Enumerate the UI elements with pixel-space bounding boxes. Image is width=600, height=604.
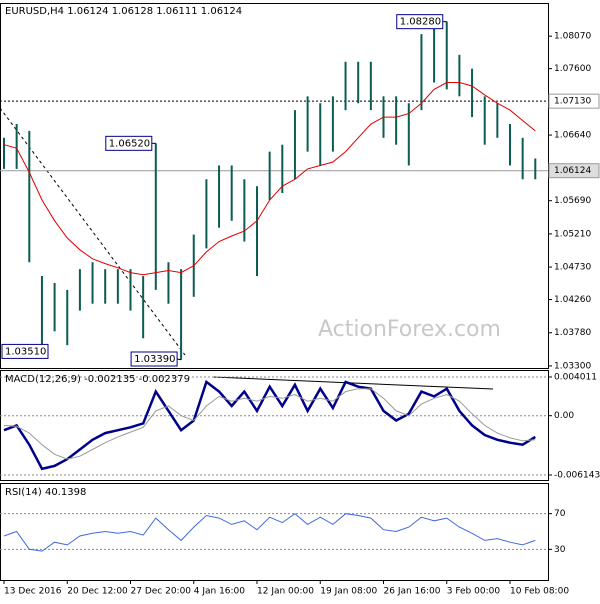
indicator-line bbox=[3, 379, 536, 471]
y-tick-label: 30 bbox=[554, 545, 566, 555]
rsi-title: RSI(14) 40.1398 bbox=[5, 487, 86, 498]
y-tick-label: 70 bbox=[554, 509, 566, 519]
moving-average bbox=[3, 82, 536, 276]
x-tick-label: 12 Jan 00:00 bbox=[257, 587, 314, 597]
macd-title: MACD(12,26,9) -0.002135 -0.002379 bbox=[5, 374, 190, 385]
annotation-box bbox=[105, 135, 153, 151]
annotation-connector bbox=[177, 358, 182, 361]
y-tick-label: 0.00 bbox=[554, 411, 574, 421]
annotation-box bbox=[396, 14, 444, 30]
y-tick-label: -0.006143 bbox=[554, 471, 600, 481]
annotation-label: 1.03390 bbox=[134, 354, 175, 365]
x-tick-label: 20 Dec 12:00 bbox=[67, 587, 128, 597]
watermark: ActionForex.com bbox=[318, 317, 501, 342]
y-tick-label: 1.03300 bbox=[554, 361, 591, 371]
annotation-box bbox=[1, 343, 49, 359]
x-tick-label: 19 Jan 08:00 bbox=[320, 587, 377, 597]
y-tick-label: 1.04260 bbox=[554, 295, 591, 305]
x-tick-label: 4 Jan 16:00 bbox=[194, 587, 246, 597]
x-tick-label: 26 Jan 16:00 bbox=[384, 587, 441, 597]
level-label: 1.07130 bbox=[554, 97, 591, 107]
y-tick-label: 1.05210 bbox=[554, 229, 591, 239]
x-tick-label: 27 Dec 20:00 bbox=[131, 587, 192, 597]
annotation-label: 1.06520 bbox=[109, 138, 150, 149]
y-tick-label: 1.03780 bbox=[554, 328, 591, 338]
level-label-box bbox=[548, 163, 600, 179]
annotation-label: 1.08280 bbox=[400, 17, 441, 28]
y-tick-label: 1.06640 bbox=[554, 131, 591, 141]
macd-trend-line bbox=[212, 376, 494, 390]
rsi-panel bbox=[0, 483, 549, 581]
level-label-box bbox=[548, 93, 600, 109]
y-tick-label: 1.08070 bbox=[554, 32, 591, 42]
indicator-line bbox=[3, 388, 536, 460]
indicator-line bbox=[3, 513, 536, 552]
price-title: EURUSD,H4 1.06124 1.06128 1.06111 1.0612… bbox=[5, 6, 242, 17]
annotation-box bbox=[130, 351, 178, 367]
price-panel bbox=[0, 3, 549, 369]
x-tick-label: 3 Feb 00:00 bbox=[447, 587, 501, 597]
y-tick-label: 1.05690 bbox=[554, 196, 591, 206]
x-tick-label: 10 Feb 08:00 bbox=[510, 587, 569, 597]
level-label: 1.06124 bbox=[554, 166, 591, 176]
x-tick-label: 13 Dec 2016 bbox=[4, 587, 62, 597]
annotation-label: 1.03510 bbox=[5, 346, 46, 357]
y-tick-label: 0.004011 bbox=[554, 372, 597, 382]
y-tick-label: 1.07600 bbox=[554, 64, 591, 74]
y-tick-label: 1.04730 bbox=[554, 263, 591, 273]
macd-panel bbox=[0, 370, 549, 481]
